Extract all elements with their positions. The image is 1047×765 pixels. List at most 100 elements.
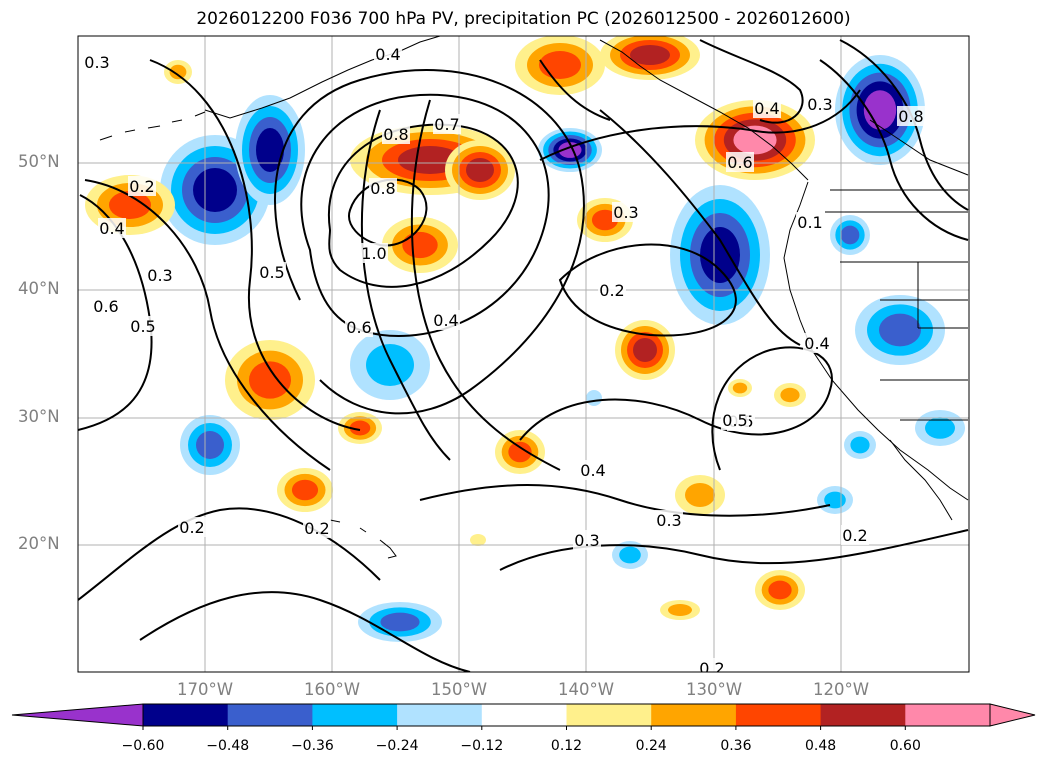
precip-shade bbox=[470, 534, 486, 546]
contour-label: 0.4 bbox=[99, 219, 124, 238]
contour-label-bg bbox=[796, 212, 824, 232]
map-title: 2026012200 F036 700 hPa PV, precipitatio… bbox=[196, 9, 851, 29]
contour-label-bg bbox=[806, 94, 834, 114]
precip-shade bbox=[508, 441, 532, 463]
contour-label-bg bbox=[128, 176, 156, 196]
precip-shade bbox=[863, 90, 897, 130]
pv-contour bbox=[539, 89, 861, 161]
lat-tick-label: 30°N bbox=[18, 407, 60, 426]
contour-label: 0.4 bbox=[375, 45, 400, 64]
pv-contour bbox=[499, 529, 969, 571]
contour-label: 0.2 bbox=[179, 518, 204, 537]
colorbar-segment bbox=[820, 704, 906, 726]
precip-shade bbox=[732, 382, 748, 394]
contour-label-bg bbox=[129, 316, 157, 336]
precip-shade bbox=[850, 436, 870, 454]
contour-label-bg bbox=[433, 114, 461, 134]
contour-label-bg bbox=[369, 178, 397, 198]
pv-contour bbox=[410, 99, 561, 471]
colorbar-segment bbox=[566, 704, 652, 726]
pv-contour bbox=[839, 39, 969, 211]
contour-label: 0.3 bbox=[84, 53, 109, 72]
colorbar-label: 0.24 bbox=[636, 738, 667, 754]
colorbar-label: −0.12 bbox=[460, 738, 503, 754]
lon-tick-label: 160°W bbox=[303, 680, 361, 699]
precip-shade bbox=[402, 231, 438, 259]
pv-contour bbox=[84, 179, 331, 471]
precip-shade bbox=[668, 604, 692, 616]
precip-shade bbox=[780, 387, 800, 403]
map-frame bbox=[77, 35, 970, 673]
precip-shade bbox=[169, 64, 187, 80]
baja-coast bbox=[889, 439, 953, 521]
us-west-coast bbox=[783, 181, 969, 501]
contour-label-bg bbox=[178, 517, 206, 537]
contour-label: 0.3 bbox=[147, 266, 172, 285]
contour-label-bg bbox=[841, 525, 869, 545]
precip-shade bbox=[366, 344, 414, 386]
hawaii-islands bbox=[329, 519, 397, 559]
contour-label-bg bbox=[598, 280, 626, 300]
colorbar-segment bbox=[397, 704, 483, 726]
precip-shade bbox=[619, 546, 641, 564]
contour-label: 0.5 bbox=[722, 411, 747, 430]
contour-label-bg bbox=[360, 243, 388, 263]
lon-tick-label: 140°W bbox=[557, 680, 615, 699]
colorbar-segment bbox=[735, 704, 822, 726]
precip-shade bbox=[539, 51, 581, 79]
contour-label-bg bbox=[98, 218, 126, 238]
colorbar-label: −0.48 bbox=[206, 738, 249, 754]
colorbar-label: −0.60 bbox=[122, 738, 165, 754]
precip-shade bbox=[196, 431, 224, 459]
contour-label-bg bbox=[432, 310, 460, 330]
contour-label-bg bbox=[753, 98, 781, 118]
contour-label: 0.3 bbox=[613, 203, 638, 222]
alaska-coast bbox=[204, 36, 441, 119]
pv-contour bbox=[78, 507, 381, 601]
contour-label: 0.2 bbox=[304, 519, 329, 538]
colorbar-segment bbox=[143, 704, 229, 726]
state-borders bbox=[825, 189, 968, 421]
contour-label-bg bbox=[579, 460, 607, 480]
pv-contour bbox=[519, 346, 833, 471]
precip-shade bbox=[466, 158, 494, 182]
lon-tick-label: 170°W bbox=[176, 680, 234, 699]
colorbar-label: −0.36 bbox=[291, 738, 334, 754]
precip-shade bbox=[633, 338, 657, 362]
contour-label: 0.1 bbox=[797, 213, 822, 232]
coastlines bbox=[99, 36, 969, 559]
pv-contour bbox=[819, 59, 969, 241]
colorbar: −0.60 −0.48 −0.36 −0.24 −0.12 0.12 0.24 0.36 0.4… bbox=[11, 703, 1036, 754]
contour-labels: 0.3 0.4 0.3 0.4 0.5 0.8 0.7 0.8 0.6 0.2 0.4 0.3 0.8 1… bbox=[83, 44, 925, 672]
lon-tick-label: 150°W bbox=[430, 680, 488, 699]
contour-label: 0.5 bbox=[130, 317, 155, 336]
lon-tick-label: 120°W bbox=[812, 680, 870, 699]
lat-tick-label: 50°N bbox=[18, 152, 60, 171]
contour-label-bg bbox=[698, 658, 726, 672]
precip-shade bbox=[109, 191, 151, 219]
pv-contour bbox=[558, 243, 737, 337]
contour-label-bg bbox=[655, 510, 683, 530]
colorbar-segment bbox=[481, 704, 567, 726]
contour-label: 0.3 bbox=[574, 531, 599, 550]
pv-contour bbox=[360, 109, 451, 461]
precip-shade bbox=[249, 361, 291, 399]
contour-label: 0.6 bbox=[346, 318, 371, 337]
precip-shade bbox=[685, 483, 715, 507]
contour-label: 0.8 bbox=[370, 179, 395, 198]
contour-label-bg bbox=[83, 52, 111, 72]
precip-shade bbox=[380, 612, 420, 632]
pv-contour bbox=[149, 59, 361, 431]
contour-label: 0.2 bbox=[599, 281, 624, 300]
contour-label-bg bbox=[897, 106, 925, 126]
contour-label: 1.0 bbox=[361, 244, 386, 263]
precipitation-shading bbox=[85, 36, 965, 642]
pv-contours bbox=[78, 39, 969, 672]
contour-label: 0.2 bbox=[842, 526, 867, 545]
contour-label-bg bbox=[721, 410, 749, 430]
contour-label-bg bbox=[258, 262, 286, 282]
graticule bbox=[78, 36, 969, 672]
precip-shade bbox=[291, 479, 319, 501]
precip-shade bbox=[768, 580, 792, 600]
precip-shade bbox=[879, 313, 921, 347]
